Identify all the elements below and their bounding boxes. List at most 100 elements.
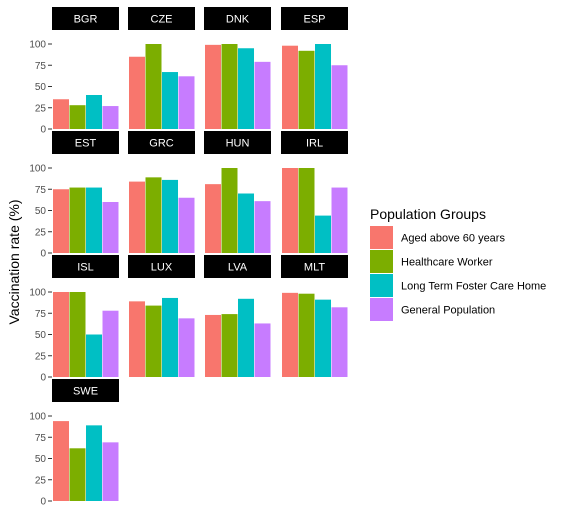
bar-isl-2 <box>86 334 102 377</box>
bar-irl-2 <box>315 215 331 253</box>
bar-est-2 <box>86 187 102 253</box>
y-tick-label: 100 <box>29 164 46 175</box>
bar-lva-3 <box>254 323 271 377</box>
bar-grc-1 <box>145 177 162 253</box>
legend-label: General Population <box>401 305 495 317</box>
bar-hun-0 <box>205 184 221 253</box>
y-tick-label: 25 <box>35 227 47 238</box>
legend-key-3 <box>370 298 393 321</box>
facet-strip-label: HUN <box>226 138 250 150</box>
facet-panel-swe: SWE 0 25 50 75 100 <box>29 379 119 505</box>
facet-strip <box>204 7 271 30</box>
bar-grc-0 <box>129 181 145 253</box>
bar-hun-1 <box>221 168 238 253</box>
bar-cze-2 <box>162 72 178 129</box>
facet-panel-esp: ESP <box>281 7 348 130</box>
bar-bgr-3 <box>102 106 119 129</box>
facet-panel-irl: IRL <box>281 131 348 253</box>
facet-panel-lva: LVA <box>204 255 271 377</box>
legend-title: Population Groups <box>370 206 486 222</box>
legend-key-1 <box>370 250 393 273</box>
bar-esp-2 <box>315 44 331 129</box>
facet-strip <box>281 131 348 154</box>
panels-layer: BGR 0 25 50 75 100 CZE DNK ESP EST 0 25 50 75 100 GRC HU… <box>29 7 348 505</box>
bar-swe-1 <box>69 448 86 501</box>
y-tick-label: 25 <box>35 103 47 114</box>
facet-strip-label: DNK <box>226 14 250 26</box>
facet-strip-label: LVA <box>228 262 248 274</box>
legend-label: Healthcare Worker <box>401 257 493 269</box>
legend-label: Aged above 60 years <box>401 233 505 245</box>
y-tick-label: 0 <box>40 125 46 136</box>
y-tick-label: 50 <box>35 330 47 341</box>
bar-mlt-0 <box>282 292 298 377</box>
bar-lva-0 <box>205 314 221 377</box>
bar-grc-2 <box>162 179 178 253</box>
facet-strip <box>281 255 348 278</box>
facet-panel-lux: LUX <box>128 255 195 377</box>
facet-strip <box>52 7 119 30</box>
facet-panel-est: EST 0 25 50 75 100 <box>29 131 119 260</box>
facet-strip-label: BGR <box>74 14 98 26</box>
bar-dnk-1 <box>221 44 238 129</box>
bar-hun-3 <box>254 201 271 253</box>
facet-panel-dnk: DNK <box>204 7 271 129</box>
facet-panel-hun: HUN <box>204 131 271 253</box>
facet-strip-label: EST <box>75 138 97 150</box>
y-tick-label: 75 <box>35 185 47 196</box>
bar-irl-1 <box>298 168 315 253</box>
bar-est-0 <box>53 189 69 253</box>
facet-strip-label: GRC <box>149 138 174 150</box>
y-tick-label: 50 <box>35 82 47 93</box>
bar-dnk-3 <box>254 61 271 129</box>
bar-cze-3 <box>178 76 195 129</box>
facet-strip-label: CZE <box>151 14 173 26</box>
y-tick-label: 25 <box>35 475 47 486</box>
legend: Population Groups Aged above 60 years Hea… <box>370 206 546 321</box>
bar-esp-0 <box>282 45 298 130</box>
bar-isl-0 <box>53 292 69 377</box>
bar-dnk-2 <box>238 48 254 129</box>
bar-isl-3 <box>102 310 119 377</box>
bar-swe-0 <box>53 421 69 501</box>
facet-strip-label: IRL <box>306 138 323 150</box>
facet-panel-mlt: MLT <box>281 255 348 377</box>
facet-strip-label: ESP <box>303 14 325 26</box>
y-tick-label: 75 <box>35 433 47 444</box>
facet-panel-grc: GRC <box>128 131 195 253</box>
facet-strip <box>128 255 195 278</box>
bar-irl-3 <box>331 187 348 253</box>
y-axis-label: Vaccination rate (%) <box>6 199 22 324</box>
bar-est-1 <box>69 187 86 253</box>
bar-esp-3 <box>331 65 348 129</box>
facet-strip <box>52 131 119 154</box>
bar-lux-1 <box>145 305 162 377</box>
facet-panel-isl: ISL 0 25 50 75 100 <box>29 255 119 384</box>
bar-mlt-2 <box>315 299 331 377</box>
bar-lux-3 <box>178 318 195 377</box>
bar-lva-1 <box>221 314 238 377</box>
bar-swe-2 <box>86 425 102 501</box>
y-tick-label: 100 <box>29 412 46 423</box>
bar-lux-0 <box>129 301 145 377</box>
bar-grc-3 <box>178 197 195 253</box>
facet-strip-label: LUX <box>151 262 173 274</box>
legend-label: Long Term Foster Care Home <box>401 281 546 293</box>
bar-irl-0 <box>282 168 298 253</box>
y-tick-label: 0 <box>40 497 46 505</box>
bar-bgr-1 <box>69 105 86 129</box>
bar-bgr-0 <box>53 99 69 129</box>
bar-cze-0 <box>129 56 145 129</box>
bar-esp-1 <box>298 50 315 129</box>
facet-strip-label: ISL <box>77 262 94 274</box>
facet-strip-label: SWE <box>73 386 98 398</box>
facet-panel-bgr: BGR 0 25 50 75 100 <box>29 7 119 136</box>
bar-mlt-1 <box>298 293 315 377</box>
bar-est-3 <box>102 202 119 253</box>
facet-strip-label: MLT <box>304 262 325 274</box>
y-tick-label: 50 <box>35 454 47 465</box>
bar-mlt-3 <box>331 307 348 377</box>
y-tick-label: 75 <box>35 309 47 320</box>
legend-key-2 <box>370 274 393 297</box>
